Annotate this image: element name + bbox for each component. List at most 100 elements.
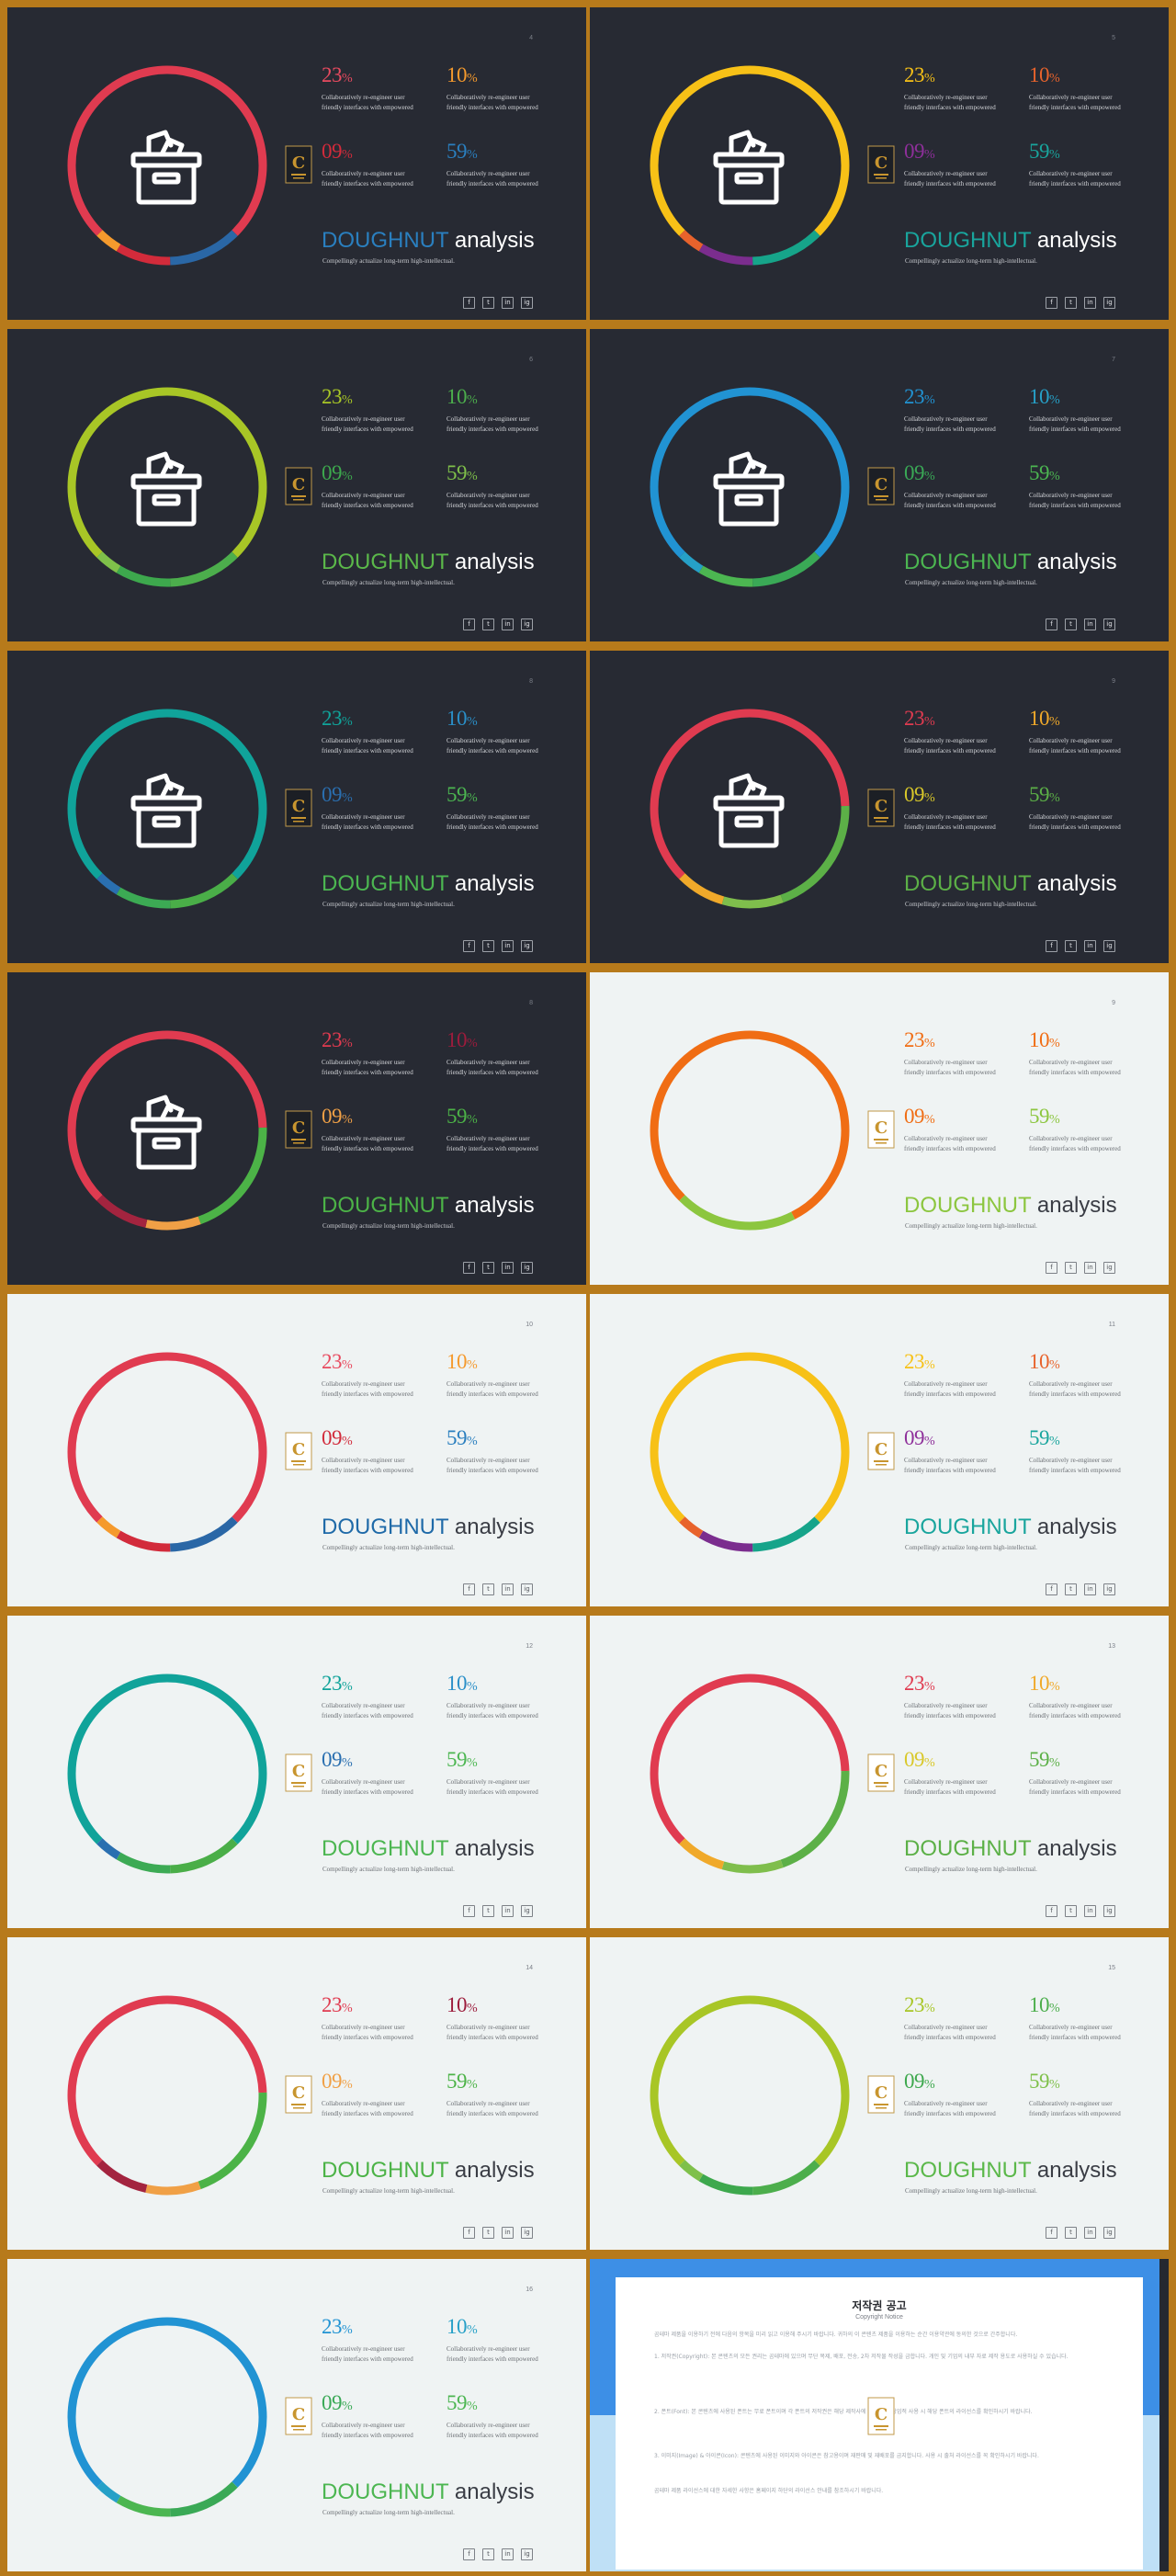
linkedin-icon[interactable]: in: [1084, 940, 1096, 952]
title-word: analysis: [1031, 228, 1117, 253]
instagram-icon[interactable]: ig: [1103, 940, 1115, 952]
instagram-icon[interactable]: ig: [1103, 1583, 1115, 1595]
title-word: analysis: [1031, 2158, 1117, 2183]
twitter-icon[interactable]: t: [1065, 940, 1077, 952]
facebook-icon[interactable]: f: [1046, 1262, 1057, 1274]
stat-description: Collaboratively re-engineer user friendly…: [322, 1778, 413, 1796]
svg-text:C: C: [875, 2405, 888, 2424]
linkedin-icon[interactable]: in: [1084, 1583, 1096, 1595]
stat-value: 09%: [904, 461, 935, 484]
facebook-icon[interactable]: f: [1046, 2227, 1057, 2239]
stat-block: 59% Collaboratively re-engineer user frien…: [447, 141, 586, 189]
facebook-icon[interactable]: f: [463, 1262, 475, 1274]
stat-description: Collaboratively re-engineer user friendly…: [322, 94, 413, 111]
linkedin-icon[interactable]: in: [502, 2548, 514, 2560]
stat-block: 23% Collaboratively re-engineer user frien…: [322, 1673, 469, 1721]
twitter-icon[interactable]: t: [1065, 297, 1077, 309]
linkedin-icon[interactable]: in: [502, 2227, 514, 2239]
twitter-icon[interactable]: t: [482, 1583, 494, 1595]
svg-text:C: C: [292, 2405, 305, 2424]
doughnut-ring: [647, 384, 853, 590]
instagram-icon[interactable]: ig: [1103, 1262, 1115, 1274]
instagram-icon[interactable]: ig: [521, 2548, 533, 2560]
facebook-icon[interactable]: f: [1046, 297, 1057, 309]
facebook-icon[interactable]: f: [1046, 940, 1057, 952]
logo-badge: C: [285, 2397, 312, 2435]
stat-value: 10%: [1029, 1350, 1060, 1373]
facebook-icon[interactable]: f: [463, 940, 475, 952]
title-word: analysis: [448, 1193, 535, 1218]
facebook-icon[interactable]: f: [1046, 618, 1057, 630]
instagram-icon[interactable]: ig: [521, 297, 533, 309]
twitter-icon[interactable]: t: [1065, 1583, 1077, 1595]
twitter-icon[interactable]: t: [482, 297, 494, 309]
title-keyword: DOUGHNUT: [322, 550, 449, 574]
linkedin-icon[interactable]: in: [1084, 618, 1096, 630]
logo-badge: C: [867, 789, 895, 827]
doughnut-segment-3: [67, 387, 267, 587]
linkedin-icon[interactable]: in: [502, 1583, 514, 1595]
twitter-icon[interactable]: t: [1065, 1262, 1077, 1274]
stat-description: Collaboratively re-engineer user friendly…: [322, 492, 413, 509]
doughnut-segment-1: [650, 1995, 850, 2196]
stat-value: 10%: [1029, 1028, 1060, 1051]
facebook-icon[interactable]: f: [463, 2548, 475, 2560]
linkedin-icon[interactable]: in: [1084, 1262, 1096, 1274]
twitter-icon[interactable]: t: [482, 618, 494, 630]
linkedin-icon[interactable]: in: [1084, 2227, 1096, 2239]
instagram-icon[interactable]: ig: [521, 2227, 533, 2239]
doughnut-chart: [67, 2317, 267, 2517]
stat-block: 59% Collaboratively re-engineer user frien…: [447, 1106, 586, 1154]
doughnut-chart: [650, 1995, 850, 2196]
facebook-icon[interactable]: f: [1046, 1583, 1057, 1595]
instagram-icon[interactable]: ig: [521, 1262, 533, 1274]
doughnut-segment-2: [67, 1995, 267, 2196]
facebook-icon[interactable]: f: [1046, 1905, 1057, 1917]
instagram-icon[interactable]: ig: [521, 1583, 533, 1595]
twitter-icon[interactable]: t: [1065, 618, 1077, 630]
logo-badge: C: [285, 145, 312, 184]
linkedin-icon[interactable]: in: [502, 940, 514, 952]
twitter-icon[interactable]: t: [482, 940, 494, 952]
stat-block: 23% Collaboratively re-engineer user frien…: [904, 386, 1051, 435]
instagram-icon[interactable]: ig: [1103, 1905, 1115, 1917]
stat-block: 10% Collaboratively re-engineer user frien…: [1029, 1029, 1169, 1078]
stat-value: 59%: [1029, 1748, 1060, 1771]
facebook-icon[interactable]: f: [463, 618, 475, 630]
title-keyword: DOUGHNUT: [322, 2158, 449, 2183]
instagram-icon[interactable]: ig: [1103, 297, 1115, 309]
linkedin-icon[interactable]: in: [1084, 1905, 1096, 1917]
instagram-icon[interactable]: ig: [521, 1905, 533, 1917]
twitter-icon[interactable]: t: [1065, 2227, 1077, 2239]
instagram-icon[interactable]: ig: [521, 940, 533, 952]
doughnut-segment-3: [650, 1674, 850, 1874]
slide-subtitle: Compellingly actualize long-term high-in…: [905, 2187, 1037, 2195]
percent-sign: %: [467, 2002, 478, 2015]
slide-subtitle: Compellingly actualize long-term high-in…: [905, 1866, 1037, 1873]
linkedin-icon[interactable]: in: [502, 1905, 514, 1917]
linkedin-icon[interactable]: in: [502, 618, 514, 630]
stat-description: Collaboratively re-engineer user friendly…: [447, 2100, 538, 2117]
instagram-icon[interactable]: ig: [1103, 2227, 1115, 2239]
twitter-icon[interactable]: t: [482, 2227, 494, 2239]
instagram-icon[interactable]: ig: [1103, 618, 1115, 630]
page-number: 9: [1112, 678, 1115, 685]
twitter-icon[interactable]: t: [482, 1905, 494, 1917]
instagram-icon[interactable]: ig: [521, 618, 533, 630]
social-links: f t in ig: [1046, 1905, 1115, 1917]
facebook-icon[interactable]: f: [463, 1583, 475, 1595]
percent-sign: %: [342, 2078, 353, 2092]
twitter-icon[interactable]: t: [1065, 1905, 1077, 1917]
twitter-icon[interactable]: t: [482, 1262, 494, 1274]
facebook-icon[interactable]: f: [463, 297, 475, 309]
linkedin-icon[interactable]: in: [502, 297, 514, 309]
twitter-icon[interactable]: t: [482, 2548, 494, 2560]
linkedin-icon[interactable]: in: [502, 1262, 514, 1274]
slide-subtitle: Compellingly actualize long-term high-in…: [905, 1222, 1037, 1230]
facebook-icon[interactable]: f: [463, 2227, 475, 2239]
title-word: analysis: [448, 2480, 535, 2504]
stat-value: 10%: [1029, 385, 1060, 408]
linkedin-icon[interactable]: in: [1084, 297, 1096, 309]
svg-text:C: C: [292, 1118, 305, 1138]
facebook-icon[interactable]: f: [463, 1905, 475, 1917]
